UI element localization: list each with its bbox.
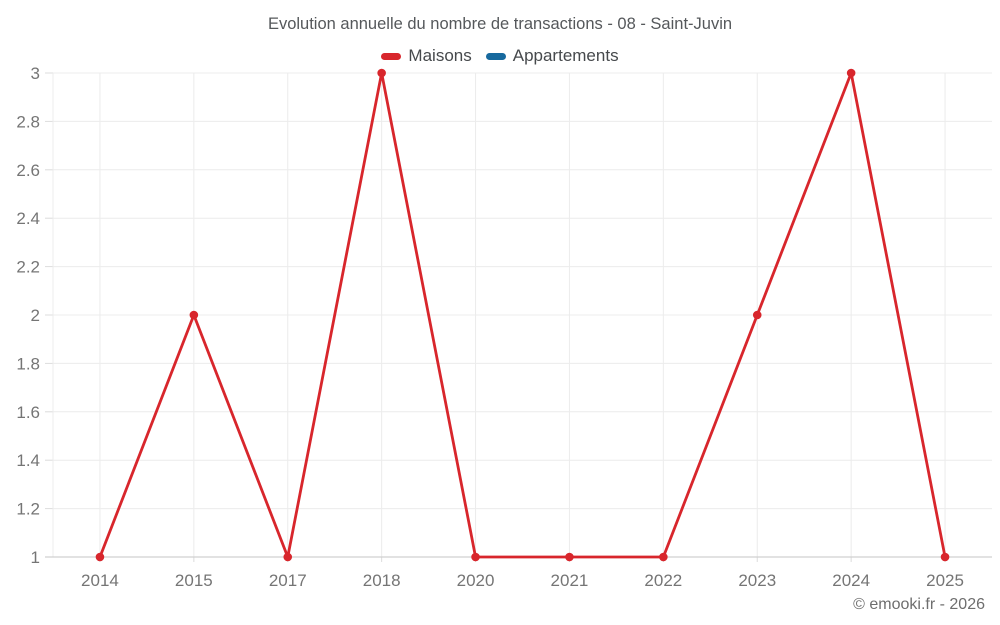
- appartements-series-swatch-icon: [485, 52, 506, 60]
- chart-title: Evolution annuelle du nombre de transact…: [267, 15, 733, 33]
- y-axis-label: 3: [31, 64, 40, 83]
- x-axis-label: 2021: [551, 571, 589, 590]
- x-axis-label: 2020: [457, 571, 495, 590]
- data-point-maisons-2024[interactable]: [846, 68, 856, 78]
- data-point-maisons-2023[interactable]: [752, 310, 762, 320]
- data-point-maisons-2020[interactable]: [471, 552, 480, 562]
- data-point-maisons-2015[interactable]: [189, 310, 199, 320]
- x-axis-label: 2014: [81, 571, 119, 590]
- y-axis-label: 1.2: [16, 500, 40, 519]
- y-axis-label: 1.6: [16, 403, 40, 422]
- data-point-maisons-2025[interactable]: [940, 552, 950, 562]
- legend-label-maisons: Maisons: [408, 46, 472, 65]
- x-axis-label: 2023: [738, 571, 776, 590]
- series-line-maisons: [98, 71, 947, 559]
- maisons-series-swatch-icon: [381, 52, 402, 60]
- x-axis-label: 2025: [926, 571, 964, 590]
- data-point-maisons-2021[interactable]: [565, 552, 574, 562]
- y-axis-label: 1.8: [16, 354, 40, 373]
- x-axis-label: 2018: [363, 571, 401, 590]
- data-point-maisons-2022[interactable]: [659, 552, 668, 562]
- y-axis-label: 1.4: [16, 451, 40, 470]
- legend-label-appartements: Appartements: [512, 46, 619, 65]
- x-axis-label: 2024: [832, 571, 870, 590]
- data-point-maisons-2014[interactable]: [95, 552, 105, 562]
- chart-legend: Maisons Appartements: [0, 46, 1000, 66]
- y-axis-label: 2.2: [16, 258, 40, 277]
- watermark: © emooki.fr - 2026: [853, 596, 985, 613]
- x-axis-label: 2022: [644, 571, 682, 590]
- legend-item-appartements[interactable]: Appartements: [485, 46, 619, 66]
- x-axis-label: 2015: [175, 571, 213, 590]
- legend-item-maisons[interactable]: Maisons: [381, 46, 472, 66]
- y-axis-label: 2.6: [16, 161, 40, 180]
- y-axis-label: 2.4: [16, 209, 40, 228]
- y-axis-label: 1: [31, 548, 40, 567]
- y-axis-label: 2.8: [16, 112, 40, 131]
- y-axis-label: 2: [31, 306, 40, 325]
- x-axis-label: 2017: [269, 571, 307, 590]
- data-point-maisons-2018[interactable]: [377, 68, 386, 78]
- data-point-maisons-2017[interactable]: [283, 552, 293, 562]
